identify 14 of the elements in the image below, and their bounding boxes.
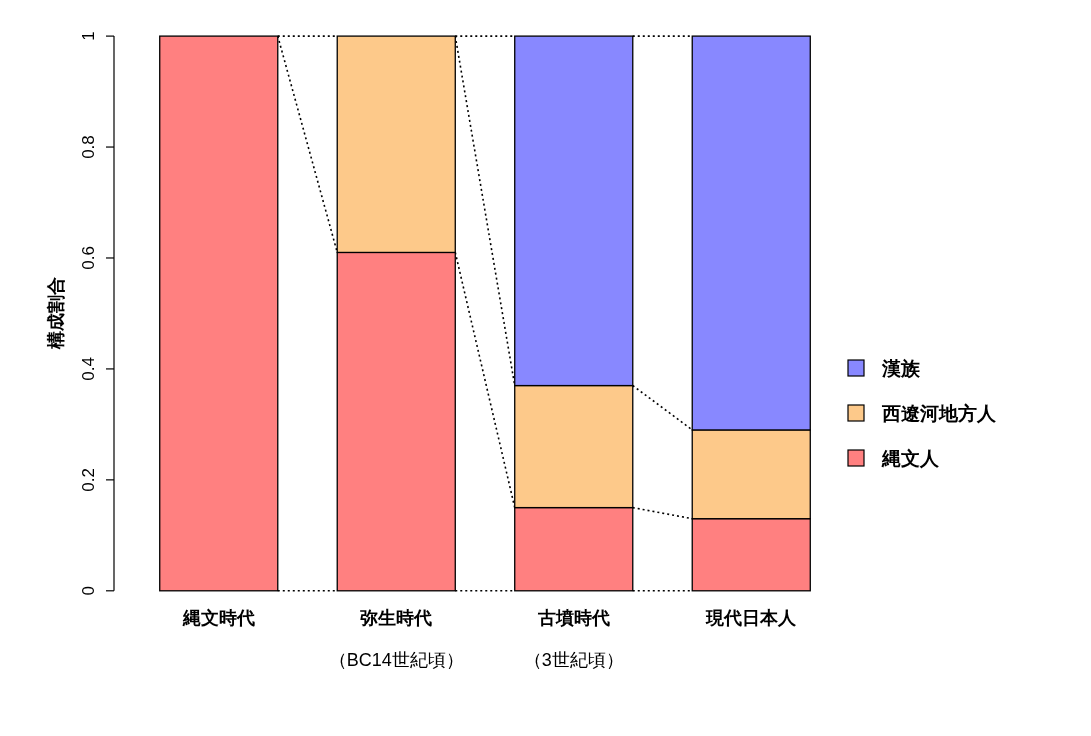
legend-label: 西遼河地方人 xyxy=(881,403,997,424)
y-tick-label: 1 xyxy=(79,31,98,41)
y-axis-title: 構成割合 xyxy=(46,277,66,351)
y-tick-label: 0.6 xyxy=(79,246,98,270)
x-tick-label: 縄文時代 xyxy=(181,608,255,628)
y-tick-label: 0.8 xyxy=(79,135,98,159)
category-label: 弥生時代（BC14世紀頃） xyxy=(328,608,464,670)
legend-label: 縄文人 xyxy=(881,448,940,469)
category-label: 古墳時代（3世紀頃） xyxy=(523,608,624,670)
legend-label: 漢族 xyxy=(881,358,921,379)
y-tick-label: 0 xyxy=(79,586,98,596)
x-tick-label: 現代日本人 xyxy=(705,608,798,628)
y-tick-label: 0.2 xyxy=(79,468,98,492)
y-tick-label: 0.4 xyxy=(79,357,98,381)
